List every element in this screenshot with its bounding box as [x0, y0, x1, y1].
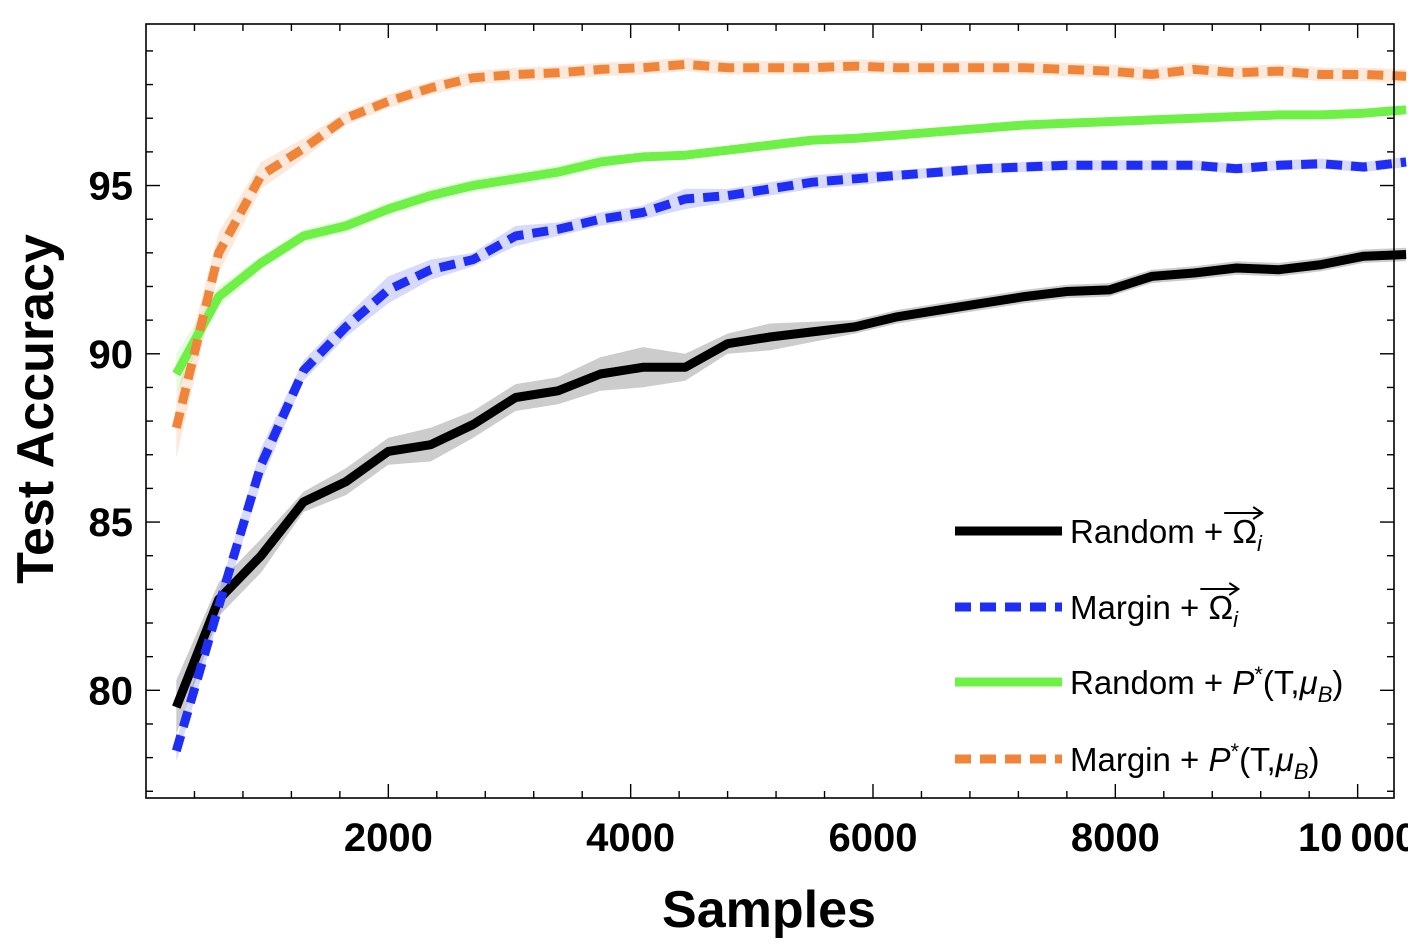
y-tick-label: 90	[89, 333, 134, 377]
vector-arrow-head	[1252, 506, 1264, 520]
y-tick-label: 80	[89, 669, 134, 713]
x-axis-title: Samples	[662, 881, 876, 939]
plot-frame	[145, 23, 1395, 799]
legend-entry-0: Random + Ωi	[955, 506, 1264, 556]
confidence-bands	[176, 57, 1407, 761]
legend-label: Random + P*(T,μB)	[1070, 662, 1343, 707]
legend-label: Margin + P*(T,μB)	[1070, 739, 1320, 784]
axis-ticks	[146, 24, 1394, 798]
x-tick-label: 6000	[828, 816, 917, 860]
line-series-1	[171, 157, 1407, 753]
series-lines	[171, 59, 1407, 753]
tick-labels: 2000 4000 6000 8000 10 000 80 85 90 95	[89, 165, 1408, 860]
legend-label: Random + Ωi	[1070, 513, 1263, 556]
legend-entry-2: Random + P*(T,μB)	[955, 662, 1343, 707]
x-tick-label: 8000	[1071, 816, 1160, 860]
line-series-2	[172, 105, 1407, 377]
plot-border	[145, 23, 1395, 799]
vector-arrow-head	[1228, 582, 1241, 596]
band-series-0	[176, 247, 1407, 735]
y-tick-label: 85	[89, 501, 134, 545]
legend: Random + Ωi Margin + Ωi Random + P*(T,μB) M…	[955, 506, 1343, 784]
legend-entry-3: Margin + P*(T,μB)	[955, 739, 1320, 784]
line-series-0	[172, 250, 1407, 709]
y-tick-label: 95	[89, 165, 134, 209]
line-series-3	[171, 59, 1407, 429]
legend-label: Margin + Ωi	[1070, 589, 1239, 632]
y-axis-title: Test Accuracy	[7, 234, 65, 584]
x-tick-label: 2000	[344, 816, 433, 860]
legend-entry-1: Margin + Ωi	[955, 582, 1241, 632]
x-tick-label: 4000	[586, 816, 675, 860]
x-tick-label: 10 000	[1298, 816, 1408, 860]
band-series-2	[176, 106, 1407, 395]
